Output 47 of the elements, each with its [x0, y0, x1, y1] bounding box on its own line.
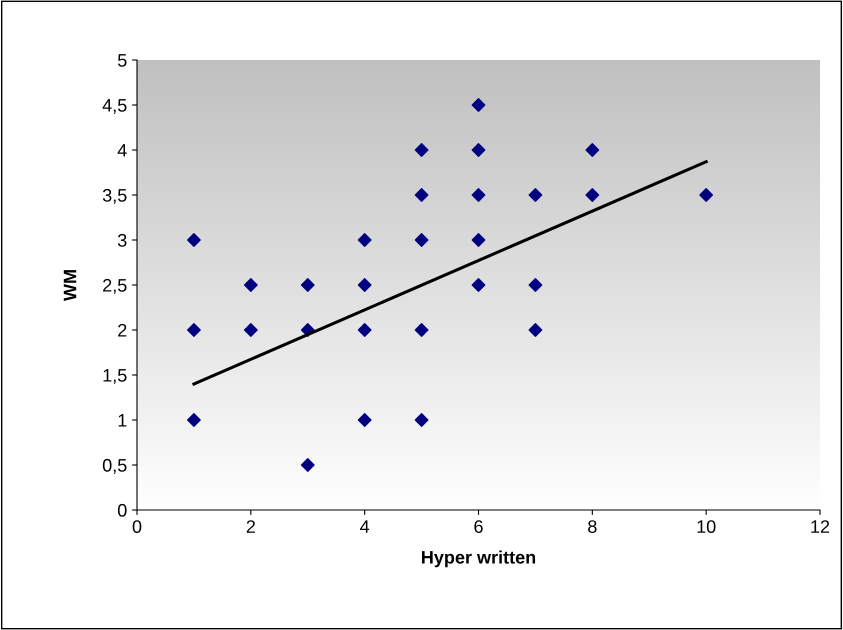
point — [244, 278, 258, 292]
y-axis-title: WM — [64, 270, 76, 302]
y-tick-label: 1 — [118, 414, 126, 427]
point — [187, 323, 201, 337]
point — [472, 143, 486, 157]
point — [358, 278, 372, 292]
point — [187, 233, 201, 247]
point — [414, 233, 428, 247]
point — [358, 413, 372, 427]
x-tick-label: 2 — [246, 520, 255, 533]
y-tick-label: 3,5 — [102, 188, 127, 204]
y-tick-label: 4,5 — [102, 99, 127, 114]
x-tick-label: 6 — [474, 520, 483, 533]
point — [472, 233, 486, 247]
x-axis-title: Hyper written — [422, 550, 536, 568]
point — [528, 323, 542, 337]
point — [528, 188, 542, 202]
y-tick-label: 1,5 — [104, 369, 127, 384]
point — [528, 278, 542, 292]
point — [472, 188, 486, 202]
y-tick-label: 5 — [118, 54, 127, 67]
x-tick-label: 0 — [132, 520, 142, 533]
x-tick-label: 10 — [698, 520, 716, 533]
y-tick-label: 3 — [118, 234, 126, 247]
y-tick-label: 0,5 — [102, 458, 127, 474]
x-tick-label: 12 — [811, 520, 830, 533]
y-tick-label: 2 — [118, 324, 126, 337]
point — [358, 323, 372, 337]
y-tick-label: 0 — [118, 504, 127, 517]
point — [414, 413, 428, 427]
point — [414, 188, 428, 202]
y-tick-label: 2,5 — [103, 278, 127, 294]
x-tick-label: 8 — [588, 520, 597, 533]
point — [414, 323, 428, 337]
point — [472, 98, 486, 112]
point — [300, 278, 315, 292]
y-tick-label: 4 — [118, 144, 127, 157]
point — [244, 323, 258, 337]
point — [414, 143, 428, 157]
point — [585, 143, 600, 157]
point — [358, 233, 372, 247]
point — [699, 188, 714, 202]
point — [585, 188, 600, 202]
x-tick-label: 4 — [360, 520, 370, 533]
point — [300, 458, 315, 472]
point — [472, 278, 486, 292]
point — [187, 413, 201, 427]
